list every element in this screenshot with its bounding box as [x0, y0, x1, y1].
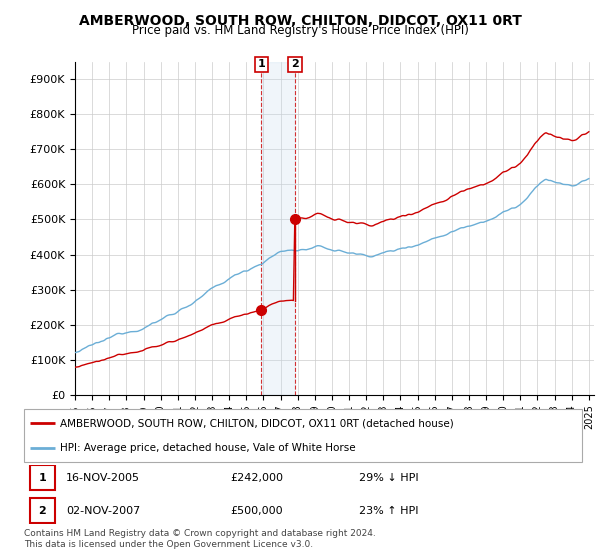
FancyBboxPatch shape	[30, 498, 55, 523]
Text: 29% ↓ HPI: 29% ↓ HPI	[359, 473, 418, 483]
FancyBboxPatch shape	[24, 409, 582, 462]
Text: 16-NOV-2005: 16-NOV-2005	[66, 473, 140, 483]
Text: Contains HM Land Registry data © Crown copyright and database right 2024.
This d: Contains HM Land Registry data © Crown c…	[24, 529, 376, 549]
Text: HPI: Average price, detached house, Vale of White Horse: HPI: Average price, detached house, Vale…	[60, 442, 356, 452]
Text: AMBERWOOD, SOUTH ROW, CHILTON, DIDCOT, OX11 0RT: AMBERWOOD, SOUTH ROW, CHILTON, DIDCOT, O…	[79, 14, 521, 28]
Text: 1: 1	[257, 59, 265, 69]
Text: 1: 1	[38, 473, 46, 483]
Text: Price paid vs. HM Land Registry's House Price Index (HPI): Price paid vs. HM Land Registry's House …	[131, 24, 469, 37]
Text: 2: 2	[38, 506, 46, 516]
Text: 23% ↑ HPI: 23% ↑ HPI	[359, 506, 418, 516]
Text: AMBERWOOD, SOUTH ROW, CHILTON, DIDCOT, OX11 0RT (detached house): AMBERWOOD, SOUTH ROW, CHILTON, DIDCOT, O…	[60, 418, 454, 428]
Text: £242,000: £242,000	[230, 473, 283, 483]
FancyBboxPatch shape	[30, 465, 55, 490]
Text: £500,000: £500,000	[230, 506, 283, 516]
Bar	[262, 62, 295, 395]
Text: 02-NOV-2007: 02-NOV-2007	[66, 506, 140, 516]
Text: 2: 2	[291, 59, 299, 69]
